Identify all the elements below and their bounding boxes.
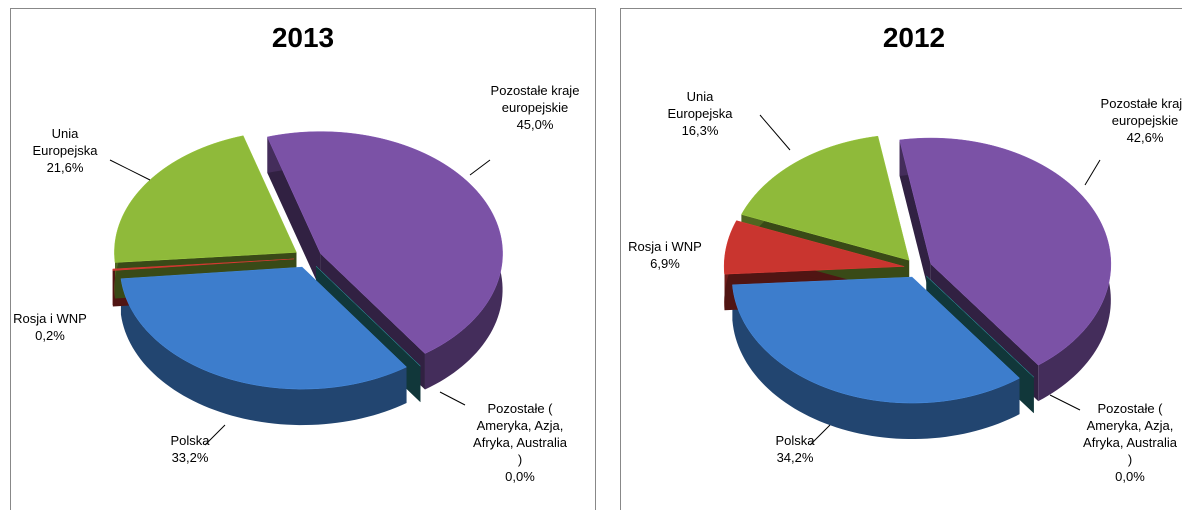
slice-label: Unia Europejska 16,3% (655, 88, 745, 139)
value-label: 34,2% (776, 450, 814, 465)
leader-line (204, 424, 226, 446)
category-name: Rosja i WNP (628, 239, 702, 254)
leader-line (439, 391, 466, 406)
slice-label: Polska 34,2% (760, 432, 830, 466)
slice (114, 135, 297, 263)
slice-label: Pozostałe ( Ameryka, Azja, Afryka, Austr… (1080, 400, 1180, 485)
slice (899, 137, 1112, 366)
slice-side (732, 284, 1020, 440)
category-name: Pozostałe ( Ameryka, Azja, Afryka, Austr… (1083, 401, 1177, 467)
value-label: 6,9% (650, 256, 680, 271)
category-name: Unia Europejska (32, 126, 98, 158)
slice-label: Rosja i WNP 0,2% (10, 310, 90, 344)
slice (732, 276, 1020, 404)
slice (267, 131, 503, 354)
chart-frame (10, 8, 596, 510)
slice-side (120, 278, 407, 426)
slice-label: Polska 33,2% (160, 432, 220, 466)
leader-line (469, 159, 491, 176)
leader-line (1049, 394, 1081, 411)
slice-label: Rosja i WNP 6,9% (620, 238, 710, 272)
category-name: Polska (170, 433, 210, 448)
slice-label: Pozostałe kraje europejskie 42,6% (1100, 95, 1182, 146)
category-name: Pozostałe kraje europejskie (1100, 96, 1182, 128)
category-name: Polska (775, 433, 815, 448)
slice-label: Pozostałe ( Ameryka, Azja, Afryka, Austr… (470, 400, 570, 485)
pie (112, 131, 503, 426)
chart-title: 2013 (271, 22, 335, 53)
leader-line (809, 424, 831, 446)
value-label: 0,0% (1115, 469, 1145, 484)
leader-line (1084, 159, 1101, 186)
value-label: 16,3% (681, 123, 719, 138)
value-label: 45,0% (516, 117, 554, 132)
slice (315, 266, 421, 367)
value-label: 0,2% (35, 328, 65, 343)
slice (120, 266, 407, 390)
slice-side (267, 136, 321, 290)
category-name: Pozostałe ( Ameryka, Azja, Afryka, Austr… (473, 401, 567, 467)
value-label: 21,6% (46, 160, 84, 175)
category-name: Pozostałe kraje europejskie (490, 83, 580, 115)
value-label: 33,2% (171, 450, 209, 465)
value-label: 0,0% (505, 469, 535, 484)
pie (723, 135, 1112, 440)
slice-label: Pozostałe kraje europejskie 45,0% (490, 82, 580, 133)
category-name: Unia Europejska (667, 89, 733, 121)
slice-label: Unia Europejska 21,6% (20, 125, 110, 176)
chart-frame (620, 8, 1182, 510)
slice-side (899, 139, 931, 301)
category-name: Rosja i WNP (13, 311, 87, 326)
value-label: 42,6% (1126, 130, 1164, 145)
chart-title: 2012 (882, 22, 946, 53)
leader-line (759, 114, 791, 151)
slice (112, 258, 295, 271)
leader-line (109, 159, 151, 181)
slice (723, 220, 905, 275)
slice (741, 135, 910, 261)
